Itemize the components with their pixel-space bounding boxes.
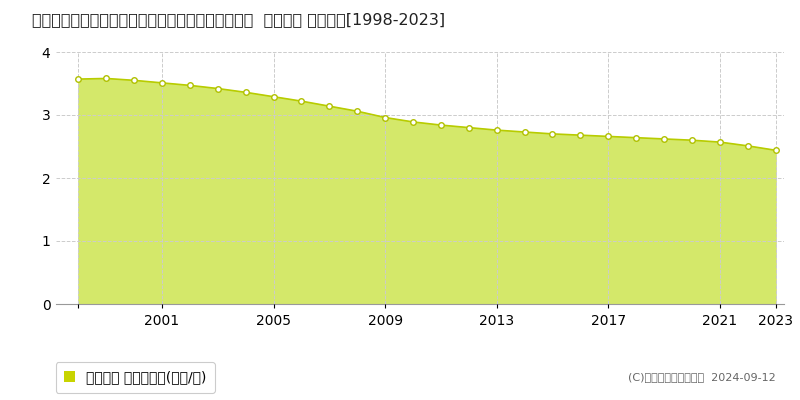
Legend: 地価公示 平均坪単価(万円/坪): 地価公示 平均坪単価(万円/坪) xyxy=(56,362,215,393)
Text: (C)土地価格ドットコム  2024-09-12: (C)土地価格ドットコム 2024-09-12 xyxy=(628,372,776,382)
Text: 福島県耶麻郡西会津町野沢字上原下乙２７３３番２  地価公示 地価推移[1998-2023]: 福島県耶麻郡西会津町野沢字上原下乙２７３３番２ 地価公示 地価推移[1998-2… xyxy=(32,12,445,27)
